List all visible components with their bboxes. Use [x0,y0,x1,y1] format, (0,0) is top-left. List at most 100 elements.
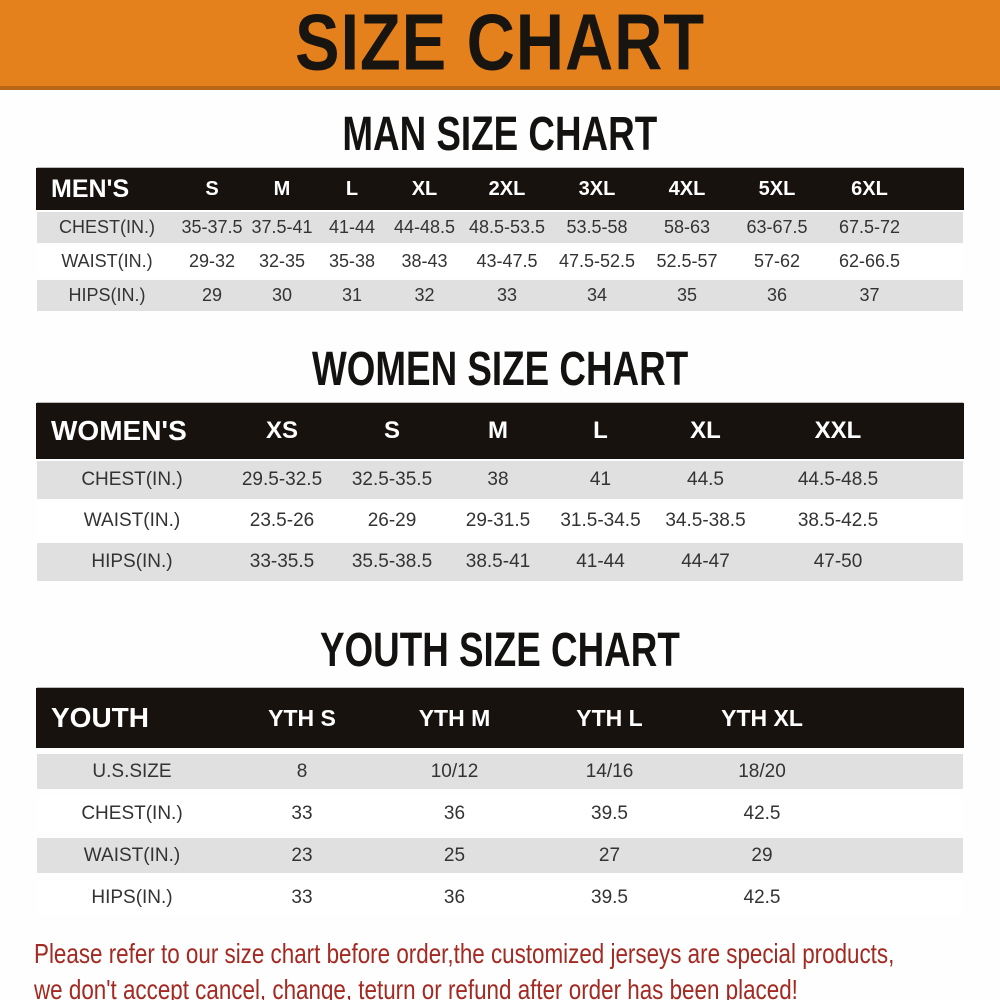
cell: 14/16 [532,754,687,789]
column-header: YTH L [532,689,687,747]
cell: 36 [732,280,822,311]
women-header-row: WOMEN'S XS S M L XL XXL [37,404,963,458]
cell: 44.5 [652,461,759,499]
cell: 41-44 [317,212,387,243]
cell: 32-35 [247,246,317,277]
women-header-label: WOMEN'S [37,404,227,458]
disclaimer-line-2: we don't accept cancel, change, teturn o… [34,974,798,1000]
row-label: U.S.SIZE [37,754,227,789]
women-section-title: WOMEN SIZE CHART [311,340,689,396]
row-label: WAIST(IN.) [37,246,177,277]
table-row: CHEST(IN.) 29.5-32.5 32.5-35.5 38 41 44.… [37,461,963,499]
cell: 31 [317,280,387,311]
table-row: U.S.SIZE 8 10/12 14/16 18/20 [37,754,963,789]
cell: 58-63 [642,212,732,243]
header-filler [917,404,963,458]
cell: 36 [377,796,532,831]
cell: 26-29 [337,502,447,540]
cell: 42.5 [687,796,837,831]
cell: 30 [247,280,317,311]
column-header: 6XL [822,169,917,209]
cell: 52.5-57 [642,246,732,277]
table-row: HIPS(IN.) 33-35.5 35.5-38.5 38.5-41 41-4… [37,543,963,581]
cell: 33 [227,880,377,915]
cell-filler [917,543,963,581]
cell: 33 [227,796,377,831]
cell: 29-31.5 [447,502,549,540]
cell-filler [837,838,963,873]
row-label: WAIST(IN.) [37,838,227,873]
cell: 38.5-42.5 [759,502,917,540]
cell: 41-44 [549,543,652,581]
header-filler [837,689,963,747]
cell: 43-47.5 [462,246,552,277]
cell: 35-38 [317,246,387,277]
man-size-table: MEN'S S M L XL 2XL 3XL 4XL 5XL 6XL CHEST… [37,166,963,314]
column-header: S [177,169,247,209]
cell-filler [917,212,963,243]
cell: 44.5-48.5 [759,461,917,499]
row-label: HIPS(IN.) [37,280,177,311]
table-row: WAIST(IN.) 23 25 27 29 [37,838,963,873]
column-header: 5XL [732,169,822,209]
table-row: CHEST(IN.) 33 36 39.5 42.5 [37,796,963,831]
column-header: YTH M [377,689,532,747]
cell: 37 [822,280,917,311]
cell: 32.5-35.5 [337,461,447,499]
column-header: S [337,404,447,458]
youth-size-table: YOUTH YTH S YTH M YTH L YTH XL U.S.SIZE … [37,682,963,922]
man-header-row: MEN'S S M L XL 2XL 3XL 4XL 5XL 6XL [37,169,963,209]
cell: 48.5-53.5 [462,212,552,243]
cell: 8 [227,754,377,789]
cell: 36 [377,880,532,915]
cell: 39.5 [532,796,687,831]
cell-filler [837,754,963,789]
cell: 18/20 [687,754,837,789]
column-header: L [317,169,387,209]
column-header: YTH S [227,689,377,747]
table-row: WAIST(IN.) 29-32 32-35 35-38 38-43 43-47… [37,246,963,277]
cell: 42.5 [687,880,837,915]
header-filler [917,169,963,209]
cell: 37.5-41 [247,212,317,243]
column-header: 2XL [462,169,552,209]
banner: SIZE CHART [0,0,1000,90]
youth-header-label: YOUTH [37,689,227,747]
women-size-table: WOMEN'S XS S M L XL XXL CHEST(IN.) 29.5-… [37,401,963,584]
cell: 25 [377,838,532,873]
column-header: XL [387,169,462,209]
column-header: YTH XL [687,689,837,747]
cell: 44-48.5 [387,212,462,243]
cell: 47.5-52.5 [552,246,642,277]
cell: 29-32 [177,246,247,277]
row-label: CHEST(IN.) [37,212,177,243]
cell: 33-35.5 [227,543,337,581]
man-section-title: MAN SIZE CHART [342,105,658,161]
table-row: HIPS(IN.) 29 30 31 32 33 34 35 36 37 [37,280,963,311]
column-header: L [549,404,652,458]
table-row: HIPS(IN.) 33 36 39.5 42.5 [37,880,963,915]
column-header: M [247,169,317,209]
cell: 35 [642,280,732,311]
column-header: XS [227,404,337,458]
cell: 23 [227,838,377,873]
cell: 53.5-58 [552,212,642,243]
column-header: XL [652,404,759,458]
column-header: M [447,404,549,458]
cell: 62-66.5 [822,246,917,277]
cell-filler [917,502,963,540]
cell: 29.5-32.5 [227,461,337,499]
disclaimer-line-1: Please refer to our size chart before or… [34,938,895,969]
cell: 29 [687,838,837,873]
table-row: CHEST(IN.) 35-37.5 37.5-41 41-44 44-48.5… [37,212,963,243]
cell: 63-67.5 [732,212,822,243]
cell: 38 [447,461,549,499]
cell-filler [917,280,963,311]
cell-filler [917,246,963,277]
disclaimer: Please refer to our size chart before or… [34,936,1000,1000]
column-header: XXL [759,404,917,458]
man-header-label: MEN'S [37,169,177,209]
cell: 47-50 [759,543,917,581]
cell: 29 [177,280,247,311]
